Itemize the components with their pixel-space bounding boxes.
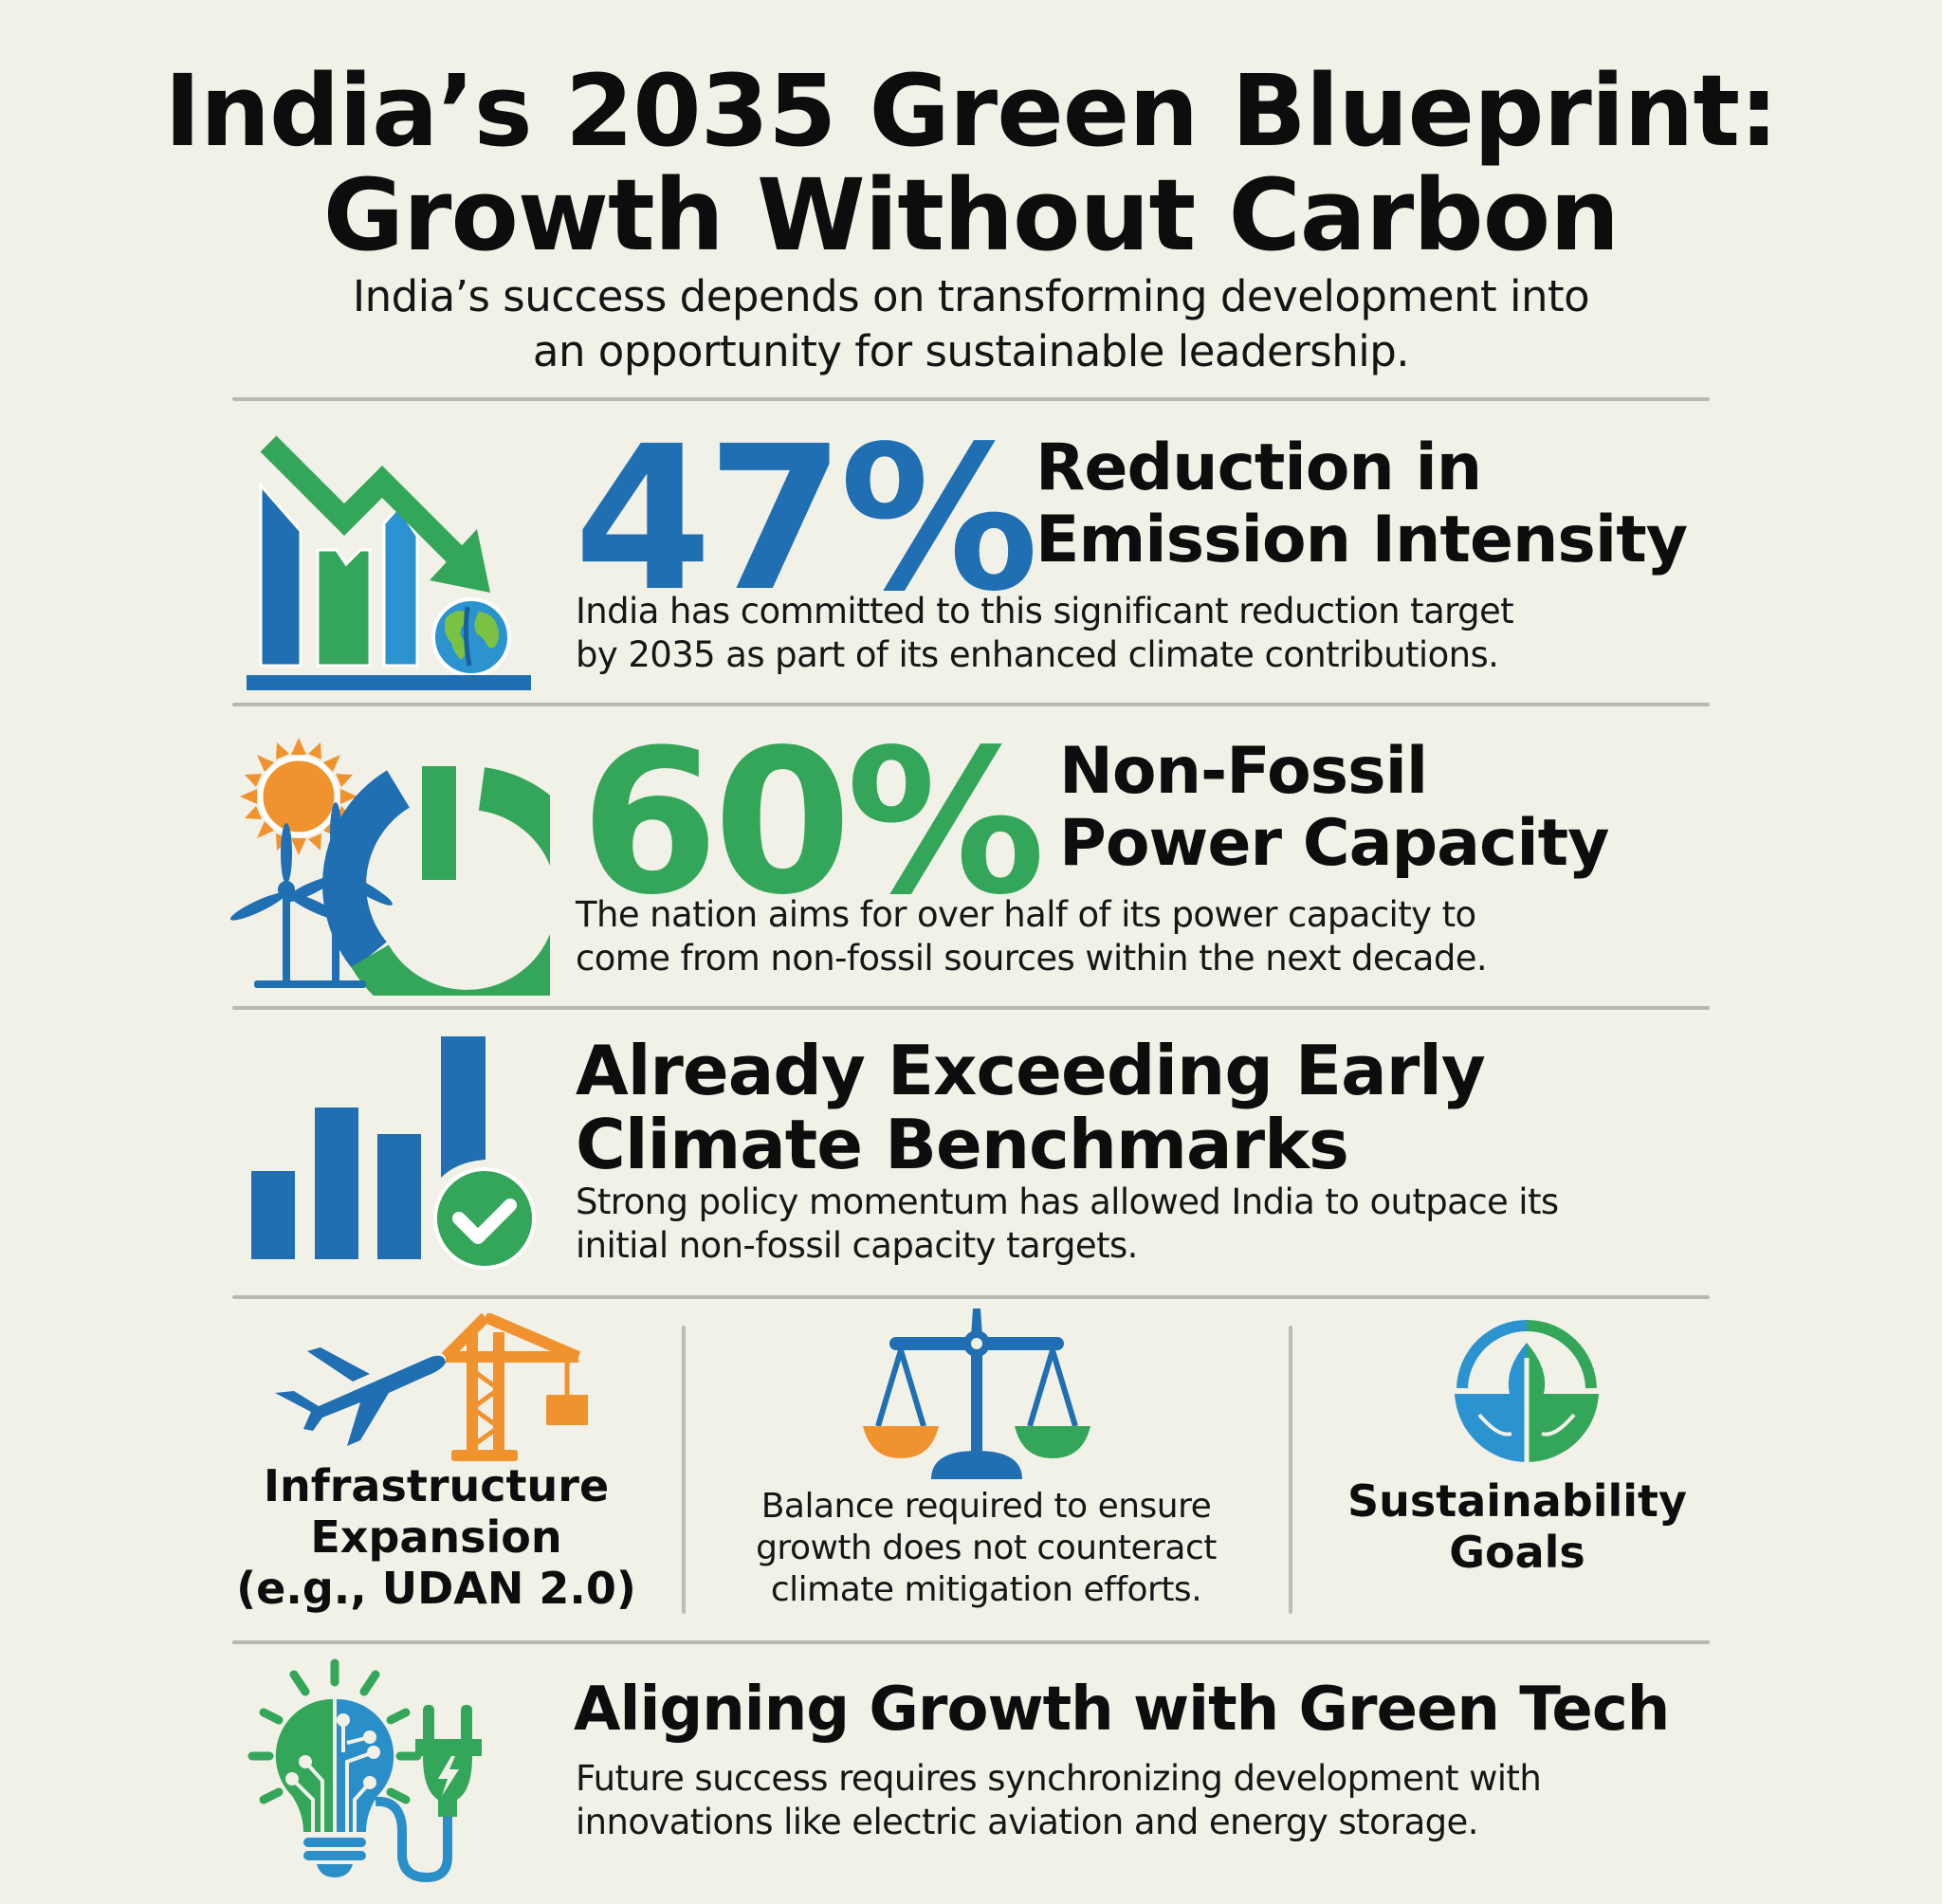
green-tech-heading: Aligning Growth with Green Tech <box>574 1675 1670 1745</box>
sustainability-title-line-2: Goals <box>1449 1527 1585 1578</box>
benchmarks-heading-line-2: Climate Benchmarks <box>576 1105 1349 1184</box>
emission-body-line-1: India has committed to this significant … <box>576 591 1514 632</box>
lightbulb-plug-icon <box>237 1657 550 1885</box>
non-fossil-heading-line-1: Non-Fossil <box>1059 734 1428 809</box>
leaf-sprout-icon <box>1451 1320 1603 1472</box>
subtitle-line-1: India’s success depends on transforming … <box>352 271 1590 321</box>
infrastructure-title-line-1: Infrastructure <box>263 1460 610 1511</box>
emission-reduction-value: 47% <box>574 403 1039 635</box>
balance-description: Balance required to ensure growth does n… <box>685 1486 1288 1611</box>
infrastructure-title: Infrastructure Expansion (e.g., UDAN 2.0… <box>228 1460 645 1614</box>
non-fossil-body-line-1: The nation aims for over half of its pow… <box>576 894 1476 935</box>
balance-body-line-2: growth does not counteract <box>756 1529 1217 1567</box>
emission-heading-line-1: Reduction in <box>1035 430 1482 505</box>
power-sun-wind-icon <box>228 721 550 996</box>
green-tech-body-line-2: innovations like electric aviation and e… <box>576 1802 1478 1842</box>
balance-body-line-3: climate mitigation efforts. <box>770 1570 1202 1609</box>
non-fossil-heading: Non-Fossil Power Capacity <box>1059 734 1610 881</box>
non-fossil-description: The nation aims for over half of its pow… <box>576 893 1488 980</box>
infrastructure-title-line-3: (e.g., UDAN 2.0) <box>236 1563 636 1614</box>
column-divider <box>682 1326 686 1614</box>
title-line-2: Growth Without Carbon <box>322 157 1620 273</box>
non-fossil-heading-line-2: Power Capacity <box>1059 806 1610 881</box>
divider <box>232 1640 1710 1644</box>
benchmarks-body-line-2: initial non-fossil capacity targets. <box>576 1225 1138 1266</box>
title-line-1: India’s 2035 Green Blueprint: <box>164 53 1778 169</box>
airplane-crane-icon <box>266 1313 588 1465</box>
infrastructure-title-line-2: Expansion <box>310 1511 562 1563</box>
page-title: India’s 2035 Green Blueprint: Growth Wit… <box>0 59 1942 267</box>
declining-bar-chart-globe-icon <box>242 417 545 692</box>
page-subtitle: India’s success depends on transforming … <box>0 269 1942 379</box>
emission-heading: Reduction in Emission Intensity <box>1035 430 1688 577</box>
balance-body-line-1: Balance required to ensure <box>760 1487 1212 1526</box>
non-fossil-body-line-2: come from non-fossil sources within the … <box>576 938 1488 979</box>
benchmarks-description: Strong policy momentum has allowed India… <box>576 1181 1559 1268</box>
sustainability-title: Sustainability Goals <box>1299 1475 1735 1578</box>
balance-scale-icon <box>863 1309 1090 1479</box>
benchmarks-heading-line-1: Already Exceeding Early <box>576 1031 1486 1110</box>
divider <box>232 397 1710 401</box>
divider <box>232 1295 1710 1299</box>
sustainability-title-line-1: Sustainability <box>1347 1475 1688 1527</box>
bar-chart-check-icon <box>247 1029 540 1275</box>
emission-description: India has committed to this significant … <box>576 590 1514 677</box>
green-tech-description: Future success requires synchronizing de… <box>576 1757 1542 1844</box>
non-fossil-value: 60% <box>580 706 1046 939</box>
column-divider <box>1289 1326 1292 1614</box>
emission-body-line-2: by 2035 as part of its enhanced climate … <box>576 634 1499 675</box>
green-tech-body-line-1: Future success requires synchronizing de… <box>576 1758 1542 1799</box>
divider <box>232 703 1710 706</box>
divider <box>232 1006 1710 1010</box>
subtitle-line-2: an opportunity for sustainable leadershi… <box>532 326 1410 376</box>
emission-heading-line-2: Emission Intensity <box>1035 503 1688 577</box>
benchmarks-body-line-1: Strong policy momentum has allowed India… <box>576 1181 1559 1222</box>
benchmarks-heading: Already Exceeding Early Climate Benchmar… <box>576 1031 1486 1184</box>
